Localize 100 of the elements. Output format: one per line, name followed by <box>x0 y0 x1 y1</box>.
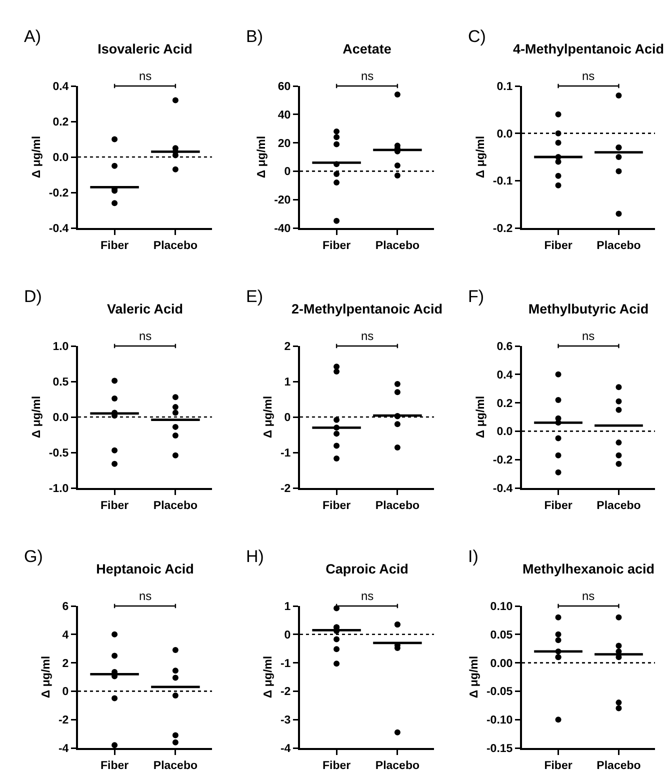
y-tick-label: -0.05 <box>486 686 514 698</box>
y-tick-label: -0.4 <box>492 483 514 496</box>
y-tick-label: -0.2 <box>492 223 513 236</box>
x-tick-label: Fiber <box>544 760 573 772</box>
y-tick-label: -40 <box>274 223 291 236</box>
y-tick-label: -20 <box>274 194 291 207</box>
y-tick-label: 0 <box>284 166 291 178</box>
y-tick-label: 0.4 <box>496 369 514 382</box>
text: H) <box>246 547 264 566</box>
chart-title: Isovaleric Acid <box>98 41 192 56</box>
y-tick-label: 0.0 <box>496 426 513 438</box>
y-tick-label: -0.4 <box>48 223 70 236</box>
y-tick-label: -0.1 <box>492 176 514 188</box>
x-tick-label: Fiber <box>322 500 352 512</box>
text: B) <box>246 27 263 46</box>
x-tick-label: Placebo <box>153 500 198 512</box>
y-tick-label: 0.6 <box>496 341 513 354</box>
y-tick-label: -0.15 <box>486 743 514 756</box>
chart-title: 4-Methylpentanoic Acid <box>512 41 664 56</box>
y-tick-label: 40 <box>278 109 291 122</box>
y-tick-label: 0.0 <box>496 128 513 140</box>
x-tick-label: Placebo <box>375 760 420 772</box>
x-tick-label: Placebo <box>375 500 420 512</box>
y-tick-label: 0.10 <box>490 601 513 614</box>
y-tick-label: 0 <box>284 629 291 642</box>
y-tick-label: 4 <box>62 629 70 642</box>
y-tick-label: -1 <box>280 658 292 670</box>
x-tick-label: Placebo <box>596 760 641 772</box>
y-axis-title: Δ μg/ml <box>262 656 274 698</box>
text: C) <box>468 27 486 46</box>
text: I) <box>468 547 478 566</box>
y-tick-label: 6 <box>62 601 69 614</box>
y-tick-label: 0.00 <box>490 658 513 670</box>
text: ns <box>361 589 374 603</box>
y-axis-title: Δ μg/ml <box>40 656 52 698</box>
y-tick-label: 2 <box>62 658 69 670</box>
text: ns <box>139 69 152 83</box>
chart-title: Methylbutyric Acid <box>528 301 649 316</box>
x-tick-label: Placebo <box>596 500 641 512</box>
text: ns <box>361 329 374 343</box>
y-tick-label: 0.0 <box>52 412 69 424</box>
x-tick-label: Fiber <box>544 240 573 252</box>
x-tick-label: Fiber <box>544 500 573 512</box>
text: ns <box>139 589 152 603</box>
text: ns <box>361 69 374 83</box>
x-tick-label: Fiber <box>100 760 130 772</box>
y-tick-label: 0.2 <box>496 398 513 410</box>
y-tick-label: -3 <box>280 714 291 727</box>
text: D) <box>24 287 42 306</box>
y-axis-title: Δ μg/ml <box>474 396 487 438</box>
y-tick-label: -0.2 <box>492 454 513 467</box>
chart-title: Heptanoic Acid <box>96 561 194 576</box>
y-tick-label: 0 <box>284 412 291 424</box>
y-tick-label: -2 <box>280 686 291 698</box>
y-tick-label: -2 <box>58 714 69 727</box>
y-tick-label: -0.2 <box>48 188 69 200</box>
y-tick-label: 0.0 <box>52 152 69 164</box>
x-tick-label: Fiber <box>100 240 130 252</box>
y-tick-label: 0.05 <box>490 629 514 642</box>
x-tick-label: Placebo <box>596 240 641 252</box>
y-tick-label: 20 <box>278 138 291 150</box>
y-tick-label: 0.4 <box>52 81 70 94</box>
y-tick-label: -4 <box>58 743 70 756</box>
chart-title: 2-Methylpentanoic Acid <box>291 301 443 316</box>
x-tick-label: Placebo <box>375 240 420 252</box>
y-tick-label: 1.0 <box>52 341 69 354</box>
chart-title: Methylhexanoic acid <box>522 561 655 576</box>
y-tick-label: -1.0 <box>48 483 69 496</box>
y-tick-label: 0.1 <box>496 81 514 94</box>
text: G) <box>24 547 43 566</box>
y-tick-label: 1 <box>284 376 292 389</box>
x-tick-label: Fiber <box>322 240 352 252</box>
y-tick-label: 1 <box>284 601 292 614</box>
x-tick-label: Fiber <box>322 760 352 772</box>
chart-title: Acetate <box>342 41 392 56</box>
y-axis-title: Δ μg/ml <box>30 396 43 438</box>
x-tick-label: Placebo <box>153 760 198 772</box>
y-axis-title: Δ μg/ml <box>256 136 268 178</box>
text: ns <box>582 589 595 603</box>
text: A) <box>24 27 41 46</box>
x-tick-label: Placebo <box>153 240 198 252</box>
y-axis-title: Δ μg/ml <box>468 656 480 698</box>
text: ns <box>582 69 595 83</box>
text: F) <box>468 287 484 306</box>
y-tick-label: 0.5 <box>52 376 70 389</box>
y-tick-label: -0.5 <box>48 448 70 460</box>
y-axis-title: Δ μg/ml <box>30 136 43 178</box>
y-tick-label: -0.10 <box>486 714 513 727</box>
chart-title: Valeric Acid <box>106 301 184 316</box>
text: ns <box>139 329 152 343</box>
y-tick-label: 2 <box>284 341 291 354</box>
y-tick-label: 60 <box>278 81 291 94</box>
y-tick-label: 0.2 <box>52 116 69 129</box>
x-tick-label: Fiber <box>100 500 130 512</box>
y-axis-title: Δ μg/ml <box>262 396 274 438</box>
y-axis-title: Δ μg/ml <box>474 136 487 178</box>
y-tick-label: -1 <box>280 448 292 460</box>
text: E) <box>246 287 263 306</box>
y-tick-label: 0 <box>62 686 69 698</box>
y-tick-label: -4 <box>280 743 292 756</box>
